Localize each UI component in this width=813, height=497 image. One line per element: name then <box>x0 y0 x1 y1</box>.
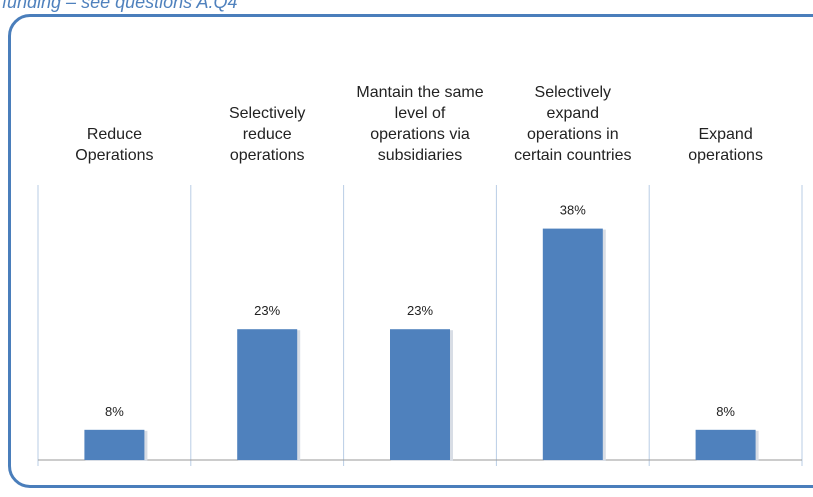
page-title: funding – see questions A.Q4 <box>2 0 238 12</box>
data-label: 38% <box>560 203 586 218</box>
bar <box>390 329 450 460</box>
category-label: Selectively expand operations in certain… <box>514 84 632 164</box>
bar <box>237 329 298 460</box>
data-label: 23% <box>254 303 280 318</box>
chart-frame <box>8 14 813 488</box>
bar <box>84 429 145 460</box>
category-label: Reduce Operations <box>75 126 154 164</box>
data-label: 8% <box>716 404 735 419</box>
category-label: Expand operations <box>688 126 763 164</box>
data-label: 23% <box>407 303 433 318</box>
bar <box>695 429 756 460</box>
category-label: Mantain the same level of operations via… <box>356 84 484 164</box>
bar <box>542 228 603 460</box>
data-label: 8% <box>105 404 124 419</box>
category-label: Selectively reduce operations <box>228 105 306 164</box>
